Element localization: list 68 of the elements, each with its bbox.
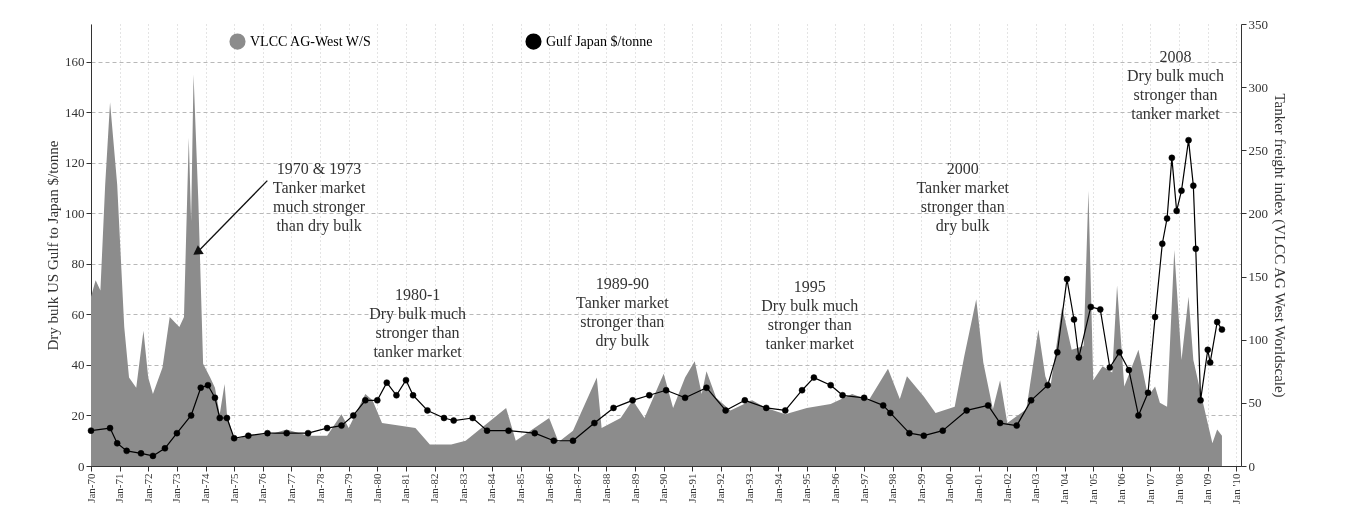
x-tick-label: Jan-77 (284, 473, 297, 503)
y2-tick-label: 350 (1248, 16, 1268, 32)
y2-tick-label: 200 (1248, 205, 1268, 221)
legend-label: Gulf Japan $/tonne (546, 33, 653, 49)
annotation: 1970 & 1973 Tanker market much stronger than dry bulk (272, 159, 366, 235)
x-tick-label: Jan '04 (1058, 473, 1071, 504)
y-tick-label: 40 (71, 357, 85, 373)
y2-tick-label: 100 (1248, 332, 1268, 348)
x-tick-label: Jan-01 (972, 473, 985, 503)
y-tick-label: 0 (78, 458, 85, 474)
annotation: 1995 Dry bulk much stronger than tanker market (761, 278, 859, 353)
y2-tick-label: 50 (1248, 395, 1262, 411)
x-tick-label: Jan-80 (370, 473, 383, 503)
x-tick-label: Jan '06 (1115, 473, 1128, 504)
x-tick-label: Jan-97 (857, 473, 870, 503)
legend-label: VLCC AG-West W/S (250, 33, 371, 49)
x-tick-label: Jan-88 (599, 473, 612, 503)
x-tick-label: Jan-98 (886, 473, 899, 503)
x-tick-label: Jan-93 (743, 473, 756, 503)
x-tick-label: Jan-94 (771, 473, 784, 503)
x-tick-label: Jan-76 (256, 473, 269, 503)
x-tick-label: Jan-71 (113, 473, 126, 503)
x-tick-label: Jan-85 (514, 473, 527, 503)
x-tick-label: Jan-73 (170, 473, 183, 503)
y-tick-label: 160 (65, 54, 85, 70)
x-tick-label: Jan-86 (542, 473, 555, 503)
x-tick-label: Jan-96 (828, 473, 841, 503)
y-tick-label: 140 (65, 104, 85, 120)
annotation: 2008 Dry bulk much stronger than tanker market (1127, 48, 1224, 123)
x-tick-label: Jan '07 (1143, 473, 1156, 504)
y2-tick-label: 300 (1248, 79, 1268, 95)
x-tick-label: Jan-00 (943, 473, 956, 503)
x-tick-label: Jan-75 (227, 473, 240, 503)
x-tick-label: Jan-72 (141, 473, 154, 503)
x-tick-label: Jan '10 (1229, 473, 1242, 504)
y2-tick-label: 250 (1248, 142, 1268, 158)
y-tick-label: 100 (65, 205, 85, 221)
x-tick-label: Jan-92 (714, 473, 727, 503)
x-tick-label: Jan '09 (1201, 473, 1214, 504)
annotation: 1989-90 Tanker market stronger than dry bulk (576, 274, 670, 350)
x-tick-label: Jan-79 (342, 473, 355, 503)
annotation: 1980-1 Dry bulk much stronger than tanker market (369, 285, 467, 360)
x-tick-label: Jan-82 (428, 473, 441, 503)
x-tick-label: Jan-74 (199, 473, 212, 503)
x-tick-label: Jan-02 (1000, 473, 1013, 503)
y2-tick-label: 150 (1248, 269, 1268, 285)
x-tick-label: Jan-90 (657, 473, 670, 503)
y-axis-title: Dry bulk US Gulf to Japan $/tonne (45, 140, 61, 351)
x-tick-label: Jan-83 (456, 473, 469, 503)
annotation: 2000 Tanker market stronger than dry bulk (916, 160, 1010, 236)
x-tick-label: Jan '08 (1172, 473, 1185, 504)
x-tick-label: Jan-99 (914, 473, 927, 503)
y2-axis-title: Tanker freight index (VLCC AG West Worldscale) (1271, 93, 1288, 398)
y-tick-label: 60 (71, 306, 85, 322)
y-tick-label: 80 (71, 256, 85, 272)
y-tick-label: 20 (71, 407, 85, 423)
x-tick-label: Jan-95 (800, 473, 813, 503)
x-tick-label: Jan '05 (1086, 473, 1099, 504)
x-tick-label: Jan-03 (1029, 473, 1042, 503)
x-tick-label: Jan-70 (84, 473, 97, 503)
x-tick-label: Jan-78 (313, 473, 326, 503)
y2-tick-label: 0 (1248, 458, 1255, 474)
x-tick-label: Jan-89 (628, 473, 641, 503)
x-tick-label: Jan-87 (571, 473, 584, 503)
x-tick-label: Jan-84 (485, 473, 498, 503)
x-tick-label: Jan-81 (399, 473, 412, 503)
y-tick-label: 120 (65, 155, 85, 171)
x-tick-label: Jan-91 (685, 473, 698, 503)
